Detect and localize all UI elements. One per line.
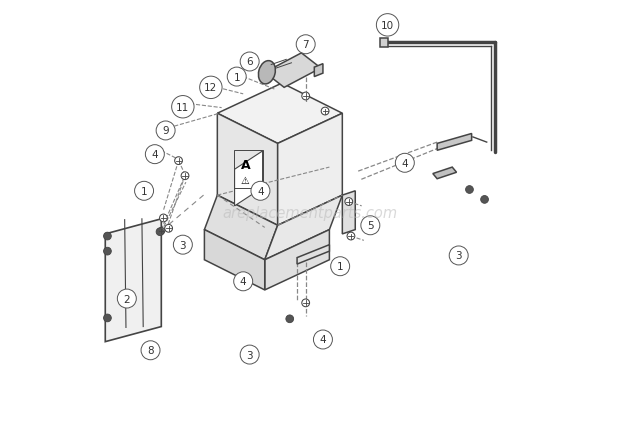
Circle shape: [135, 182, 154, 201]
Text: 9: 9: [162, 126, 169, 136]
Text: 11: 11: [176, 102, 190, 113]
Text: 3: 3: [455, 251, 462, 261]
Circle shape: [240, 53, 259, 72]
Circle shape: [172, 96, 194, 119]
Circle shape: [302, 299, 309, 307]
Circle shape: [314, 330, 332, 349]
Text: 5: 5: [367, 221, 374, 231]
Text: 3: 3: [246, 350, 253, 360]
Text: 4: 4: [151, 150, 158, 160]
Circle shape: [361, 216, 380, 235]
Circle shape: [251, 182, 270, 201]
Polygon shape: [265, 230, 329, 290]
Polygon shape: [205, 230, 265, 290]
Text: 12: 12: [204, 83, 218, 93]
Text: 3: 3: [180, 240, 186, 250]
Circle shape: [156, 122, 175, 141]
Polygon shape: [314, 64, 323, 77]
Circle shape: [321, 108, 329, 116]
Text: 4: 4: [402, 158, 408, 169]
Circle shape: [466, 186, 473, 194]
Text: areplacementparts.com: areplacementparts.com: [223, 206, 397, 220]
Circle shape: [165, 225, 172, 233]
Polygon shape: [218, 84, 342, 144]
Circle shape: [330, 257, 350, 276]
Circle shape: [158, 228, 165, 235]
Circle shape: [347, 233, 355, 240]
Circle shape: [141, 341, 160, 360]
Polygon shape: [380, 39, 389, 48]
Polygon shape: [105, 219, 161, 342]
Text: 10: 10: [381, 21, 394, 31]
Polygon shape: [218, 114, 278, 226]
Text: 8: 8: [147, 345, 154, 356]
Text: 4: 4: [257, 186, 264, 197]
Polygon shape: [234, 152, 263, 206]
Text: 1: 1: [233, 72, 240, 83]
Text: 2: 2: [123, 294, 130, 304]
Text: A: A: [241, 159, 250, 172]
Text: 7: 7: [303, 40, 309, 50]
Text: 6: 6: [246, 57, 253, 68]
Circle shape: [156, 228, 164, 236]
Text: ⚠: ⚠: [241, 175, 250, 186]
Circle shape: [234, 272, 253, 291]
Polygon shape: [342, 191, 355, 234]
Circle shape: [104, 233, 112, 240]
Circle shape: [376, 15, 399, 37]
Polygon shape: [265, 54, 321, 88]
Polygon shape: [433, 168, 456, 179]
Circle shape: [200, 77, 222, 99]
Circle shape: [181, 172, 189, 180]
Circle shape: [174, 236, 192, 255]
Circle shape: [296, 36, 315, 55]
Circle shape: [228, 68, 246, 87]
Circle shape: [104, 248, 112, 255]
Circle shape: [302, 93, 309, 101]
Circle shape: [396, 154, 414, 173]
Text: 4: 4: [240, 276, 247, 287]
Polygon shape: [205, 196, 278, 260]
Ellipse shape: [259, 61, 275, 85]
Text: 4: 4: [320, 335, 326, 345]
Circle shape: [286, 315, 294, 323]
Circle shape: [117, 289, 136, 308]
Circle shape: [104, 314, 112, 322]
Polygon shape: [265, 196, 342, 260]
Circle shape: [345, 198, 353, 206]
Circle shape: [159, 215, 167, 222]
Circle shape: [480, 196, 489, 204]
Circle shape: [145, 145, 164, 164]
Circle shape: [175, 157, 182, 165]
Circle shape: [450, 246, 468, 265]
Text: 1: 1: [337, 261, 343, 272]
Polygon shape: [437, 134, 472, 151]
Circle shape: [240, 345, 259, 364]
Text: 1: 1: [141, 186, 148, 197]
Polygon shape: [297, 245, 329, 264]
Polygon shape: [278, 114, 342, 226]
